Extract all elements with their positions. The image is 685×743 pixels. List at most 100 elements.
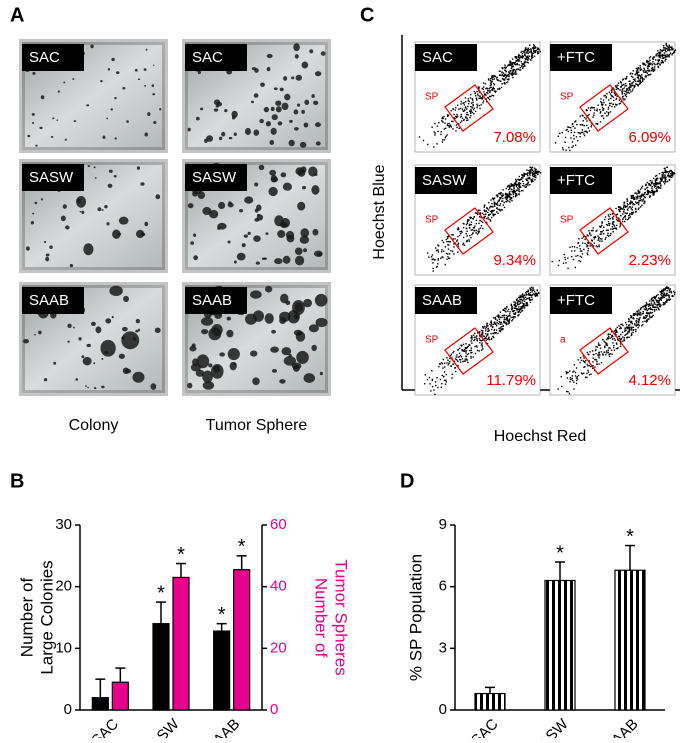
event-dot [433,258,434,259]
event-dot [645,305,646,306]
event-dot [586,125,587,126]
event-dot [441,249,442,250]
event-dot [447,123,448,124]
event-dot [584,131,585,132]
event-dot [505,194,506,195]
sp-percent: 4.12% [628,372,671,389]
event-dot [635,208,636,209]
event-dot [637,70,638,71]
event-dot [469,225,470,226]
event-dot [436,250,437,251]
cell-cluster [67,341,69,343]
event-dot [425,374,426,375]
event-dot [649,70,650,71]
event-dot [628,331,629,332]
event-dot [512,184,513,185]
event-dot [575,267,576,268]
event-dot [506,188,507,189]
event-dot [502,200,503,201]
event-dot [490,220,491,221]
event-dot [608,107,609,108]
event-dot [591,125,592,126]
event-dot [501,326,502,327]
panel-letter: D [400,470,414,492]
event-dot [504,75,505,76]
y-tick-label: 20 [55,578,72,595]
event-dot [494,203,495,204]
event-dot [605,216,606,217]
event-dot [644,63,645,64]
event-dot [615,340,616,341]
event-dot [638,320,639,321]
event-dot [505,67,506,68]
event-dot [649,180,650,181]
event-dot [511,305,512,306]
event-dot [446,357,447,358]
event-dot [470,237,471,238]
event-dot [649,195,650,196]
event-dot [583,373,584,374]
event-dot [442,240,443,241]
event-dot [533,293,534,294]
event-dot [615,99,616,100]
cell-cluster [237,253,246,261]
cell-cluster [193,255,198,260]
event-dot [529,56,530,57]
event-dot [528,298,529,299]
event-dot [582,124,583,125]
event-dot [658,297,659,298]
event-dot [446,253,447,254]
event-dot [615,332,616,333]
cell-cluster [136,230,144,238]
event-dot [619,89,620,90]
event-dot [641,325,642,326]
cell-cluster [245,128,251,135]
event-dot [622,96,623,97]
event-dot [489,90,490,91]
event-dot [467,240,468,241]
event-dot [664,60,665,61]
image-label: SAC [192,49,223,66]
event-dot [498,315,499,316]
cell-cluster [270,140,275,145]
event-dot [637,74,638,75]
event-dot [453,246,454,247]
cell-cluster [229,137,232,139]
event-dot [475,95,476,96]
event-dot [591,239,592,240]
event-dot [479,342,480,343]
event-dot [466,108,467,109]
event-dot [466,358,467,359]
event-dot [653,183,654,184]
event-dot [598,244,599,245]
event-dot [511,198,512,199]
event-dot [574,121,575,122]
event-dot [653,69,654,70]
event-dot [477,350,478,351]
event-dot [471,102,472,103]
event-dot [625,327,626,328]
event-dot [663,294,664,295]
cell-cluster [314,251,323,257]
event-dot [573,382,574,383]
event-dot [474,227,475,228]
event-dot [498,323,499,324]
event-dot [507,323,508,324]
event-dot [670,173,671,174]
event-dot [622,98,623,99]
event-dot [574,364,575,365]
event-dot [648,64,649,65]
event-dot [492,211,493,212]
cell-cluster [244,196,253,203]
event-dot [621,89,622,90]
event-dot [437,249,438,250]
event-dot [640,65,641,66]
event-dot [483,82,484,83]
event-dot [651,316,652,317]
event-dot [592,230,593,231]
event-dot [477,105,478,106]
sp-percent: 7.08% [493,129,536,146]
event-dot [452,251,453,252]
cell-cluster [315,294,328,307]
cell-cluster [114,97,116,99]
